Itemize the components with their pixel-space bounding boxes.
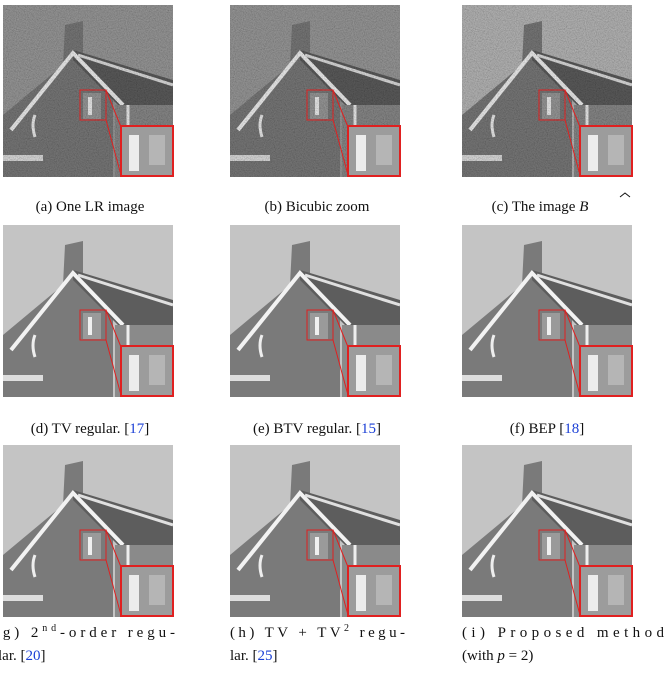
shape [315,537,319,555]
shape [230,375,270,381]
shape [462,155,502,161]
shape [3,375,43,381]
caption: (b) Bicubic zoom [265,199,370,215]
zoom-detail [376,135,392,165]
caption-line: lar. [25] [230,648,278,664]
zoom-detail [608,355,624,385]
panel-image [3,445,173,617]
zoom-detail [608,575,624,605]
zoom-inset [580,566,632,616]
shape [462,375,502,381]
caption: (f) BEP [18] [510,421,584,437]
zoom-inset [580,126,632,176]
zoom-detail [149,575,165,605]
panel-image [230,5,400,177]
panel-image [230,225,400,397]
shape [547,97,551,115]
caption-line: (with p = 2) [462,648,533,664]
panel-image [462,225,632,397]
shape [3,595,43,601]
hat-accent [620,193,630,197]
zoom-inset [348,126,400,176]
shape [547,537,551,555]
zoom-detail [588,135,598,171]
zoom-detail [588,575,598,611]
zoom-detail [129,355,139,391]
panel-image [230,445,400,617]
zoom-detail [356,355,366,391]
caption: (c) The image B [492,199,589,215]
zoom-inset [348,346,400,396]
figure: (a) One LR image (b) Bicubic zoom (c) Th… [0,0,666,679]
shape [88,97,92,115]
caption-line: (i) Proposed method [462,625,665,641]
zoom-detail [356,575,366,611]
panel-image [462,5,632,177]
zoom-inset [580,346,632,396]
shape [315,97,319,115]
zoom-inset [121,346,173,396]
shape [315,317,319,335]
shape [462,595,502,601]
shape [547,317,551,335]
zoom-detail [129,135,139,171]
shape [88,537,92,555]
caption: (d) TV regular. [17] [31,421,150,437]
zoom-detail [376,575,392,605]
zoom-inset [121,126,173,176]
panel-image [462,445,632,617]
caption-line: lar. [20] [0,648,46,664]
shape [3,155,43,161]
caption-line: (g) 2nd-order regu- [0,623,175,641]
zoom-detail [588,355,598,391]
panel-image [3,5,173,177]
shape [230,595,270,601]
zoom-detail [356,135,366,171]
shape [230,155,270,161]
caption: (e) BTV regular. [15] [253,421,381,437]
panel-image [3,225,173,397]
zoom-detail [149,355,165,385]
zoom-detail [149,135,165,165]
shape [88,317,92,335]
zoom-detail [376,355,392,385]
zoom-detail [608,135,624,165]
caption: (a) One LR image [36,199,145,215]
zoom-detail [129,575,139,611]
zoom-inset [121,566,173,616]
zoom-inset [348,566,400,616]
